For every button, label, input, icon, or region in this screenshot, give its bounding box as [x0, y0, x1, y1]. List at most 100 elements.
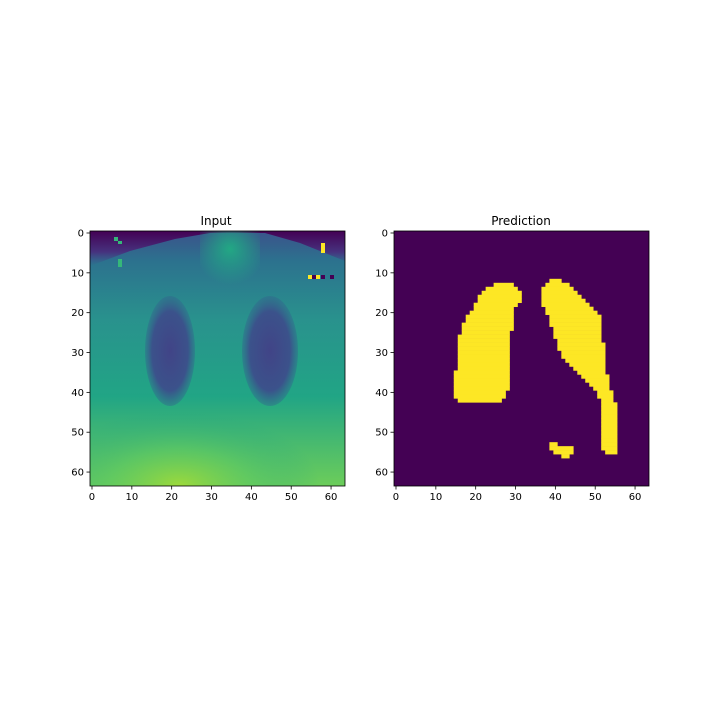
input-panel: Input	[71, 214, 346, 503]
mask-row	[493, 282, 514, 288]
mask-row	[601, 438, 618, 443]
mask-row	[461, 326, 514, 331]
prediction-title: Prediction	[491, 214, 551, 228]
mask-row	[541, 302, 590, 308]
mask-row	[469, 310, 514, 315]
y-tick-label: 0	[382, 228, 388, 239]
mask-row	[561, 354, 606, 359]
mask-row	[553, 330, 602, 335]
x-tick-label: 10	[125, 492, 138, 503]
x-tick-label: 0	[393, 492, 399, 503]
mask-row	[541, 290, 578, 296]
mask-row	[457, 366, 510, 371]
left-lung-region	[453, 282, 522, 403]
mask-row	[561, 454, 570, 459]
y-tick-label: 10	[71, 268, 84, 279]
input-image	[90, 231, 345, 486]
mask-row	[549, 322, 602, 327]
mask-row	[545, 306, 594, 311]
y-tick-label: 50	[375, 428, 388, 439]
x-tick-label: 20	[469, 492, 482, 503]
mask-row	[553, 450, 574, 455]
x-tick-label: 40	[549, 492, 562, 503]
mask-row	[549, 314, 602, 319]
mask-row	[461, 322, 514, 327]
mask-row	[601, 422, 618, 427]
y-tick-label: 0	[78, 228, 84, 239]
mask-row	[561, 350, 606, 355]
mask-row	[457, 338, 510, 343]
mask-row	[605, 450, 618, 455]
mask-row	[589, 382, 610, 387]
mask-row	[473, 306, 514, 311]
mask-row	[565, 358, 606, 363]
mask-row	[601, 414, 618, 419]
x-tick-label: 30	[509, 492, 522, 503]
y-tick-label: 60	[71, 468, 84, 479]
mask-row	[545, 282, 570, 288]
mask-row	[601, 418, 618, 423]
mask-row	[577, 370, 606, 375]
x-tick-label: 60	[629, 492, 642, 503]
mask-row	[477, 294, 522, 300]
mask-row	[453, 390, 506, 395]
mask-row	[457, 350, 510, 355]
x-tick-label: 20	[165, 492, 178, 503]
prediction-panel: Prediction 0 10 20 30 40 50 60 0 10 20 30 40 50 60	[375, 214, 650, 503]
mask-row	[457, 354, 510, 359]
mask-row	[601, 430, 618, 435]
mask-row	[457, 358, 510, 363]
y-tick-label: 10	[375, 268, 388, 279]
mask-row	[557, 342, 606, 347]
mask-row	[457, 342, 510, 347]
mask-row	[453, 386, 510, 391]
mask-row	[597, 394, 614, 399]
mask-row	[457, 398, 502, 403]
mask-row	[549, 278, 562, 284]
mask-row	[465, 318, 514, 323]
mask-row	[601, 426, 618, 431]
small-blob-region	[549, 442, 574, 459]
mask-row	[457, 346, 510, 351]
mask-row	[549, 442, 558, 447]
mask-row	[453, 370, 510, 375]
mask-row	[601, 406, 618, 411]
x-tick-label: 50	[285, 492, 298, 503]
x-tick-label: 30	[205, 492, 218, 503]
mask-row	[601, 410, 618, 415]
mask-row	[541, 294, 582, 300]
y-tick-label: 40	[375, 388, 388, 399]
mask-row	[545, 310, 598, 315]
mask-row	[601, 402, 618, 407]
mask-row	[453, 378, 510, 383]
x-tick-label: 60	[325, 492, 338, 503]
mask-row	[453, 374, 510, 379]
mask-row	[557, 338, 602, 343]
mask-row	[597, 390, 614, 395]
mask-row	[553, 326, 602, 331]
mask-row	[601, 446, 618, 451]
x-tick-label: 0	[89, 492, 95, 503]
mask-row	[541, 286, 574, 292]
y-tick-label: 20	[71, 308, 84, 319]
mask-row	[477, 298, 522, 304]
mask-row	[573, 366, 606, 371]
mask-row	[465, 314, 514, 319]
y-tick-label: 30	[71, 348, 84, 359]
mask-row	[457, 334, 510, 339]
mask-row	[481, 290, 522, 296]
y-tick-label: 20	[375, 308, 388, 319]
mask-row	[453, 382, 510, 387]
prediction-mask	[394, 231, 649, 486]
mask-row	[553, 334, 602, 339]
x-tick-label: 40	[245, 492, 258, 503]
mask-row	[473, 302, 518, 308]
mask-row	[549, 318, 602, 323]
mask-row	[601, 398, 614, 403]
y-tick-label: 40	[71, 388, 84, 399]
mask-row	[549, 446, 574, 451]
mask-row	[557, 346, 606, 351]
y-tick-label: 50	[71, 428, 84, 439]
mask-row	[569, 362, 606, 367]
